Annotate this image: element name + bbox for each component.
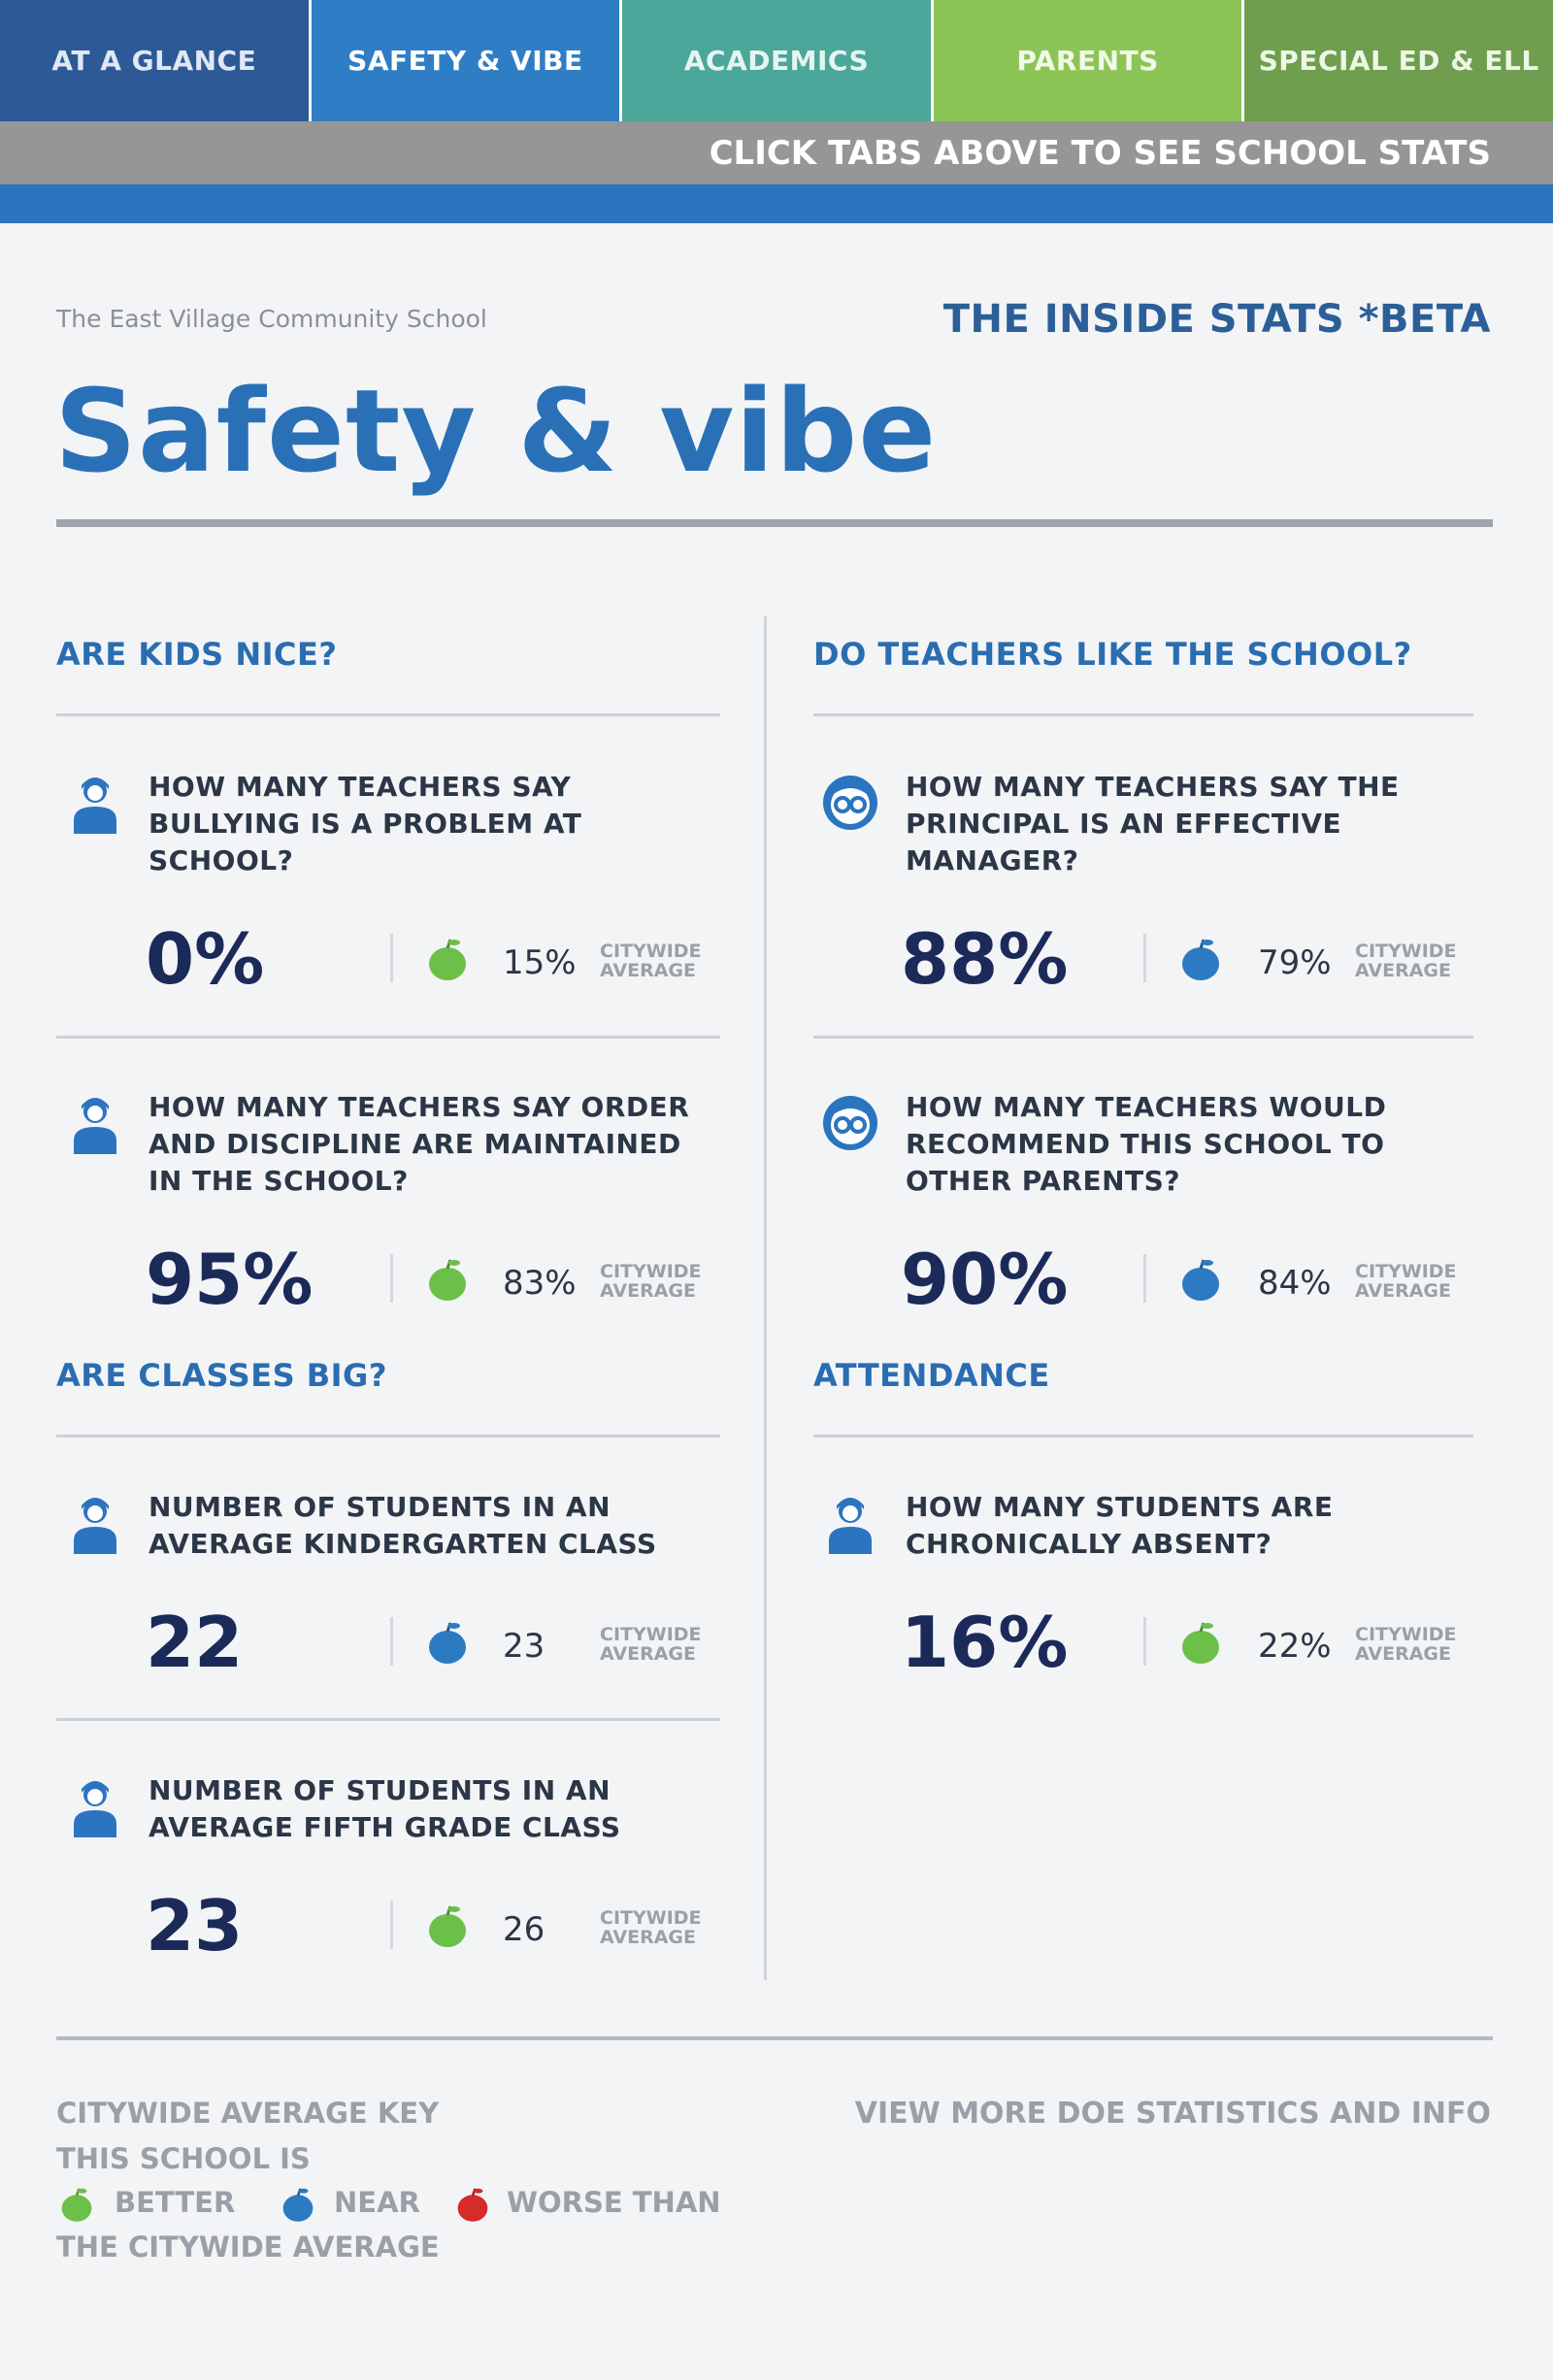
- citywide-value: 23: [503, 1627, 545, 1666]
- section-heading-teachers-like: DO TEACHERS LIKE THE SCHOOL?: [813, 636, 1412, 673]
- citywide-value: 84%: [1258, 1264, 1332, 1303]
- apple-near-icon: [1182, 1259, 1219, 1301]
- citywide-value: 15%: [503, 943, 577, 982]
- stat-question: NUMBER OF STUDENTS IN AN AVERAGE FIFTH G…: [149, 1774, 621, 1843]
- citywide-label: CITYWIDE AVERAGE: [600, 1624, 702, 1665]
- stat-divider: [390, 1617, 393, 1666]
- stat-value: 95%: [146, 1239, 314, 1320]
- stat-value: 90%: [901, 1239, 1069, 1320]
- stat-divider: [390, 1901, 393, 1949]
- teacher-glasses-icon: [823, 776, 877, 830]
- key-item-better: BETTER: [115, 2186, 236, 2219]
- apple-near-icon: [1182, 939, 1219, 980]
- tab-parents[interactable]: PARENTS: [933, 0, 1245, 121]
- stat-value: 88%: [901, 918, 1069, 1000]
- stat-question: HOW MANY TEACHERS SAY THE PRINCIPAL IS A…: [906, 771, 1400, 876]
- stat-divider: [1143, 934, 1146, 982]
- section-rule: [56, 713, 720, 716]
- apple-better-icon: [429, 1259, 466, 1301]
- apple-better-icon: [1182, 1622, 1219, 1664]
- stat-question: HOW MANY STUDENTS ARE CHRONICALLY ABSENT…: [906, 1491, 1334, 1560]
- citywide-value: 79%: [1258, 943, 1332, 982]
- teacher-glasses-icon: [823, 1096, 877, 1150]
- section-heading-classes-big: ARE CLASSES BIG?: [56, 1357, 387, 1394]
- apple-better-icon: [429, 939, 466, 980]
- key-footnote: THE CITYWIDE AVERAGE: [56, 2231, 440, 2264]
- school-name: The East Village Community School: [56, 305, 487, 333]
- section-heading-attendance: ATTENDANCE: [813, 1357, 1050, 1394]
- citywide-label: CITYWIDE AVERAGE: [600, 941, 702, 981]
- stat-question: NUMBER OF STUDENTS IN AN AVERAGE KINDERG…: [149, 1491, 657, 1560]
- student-icon: [74, 1498, 116, 1554]
- stat-rule: [56, 1718, 720, 1721]
- stat-value: 16%: [901, 1602, 1069, 1683]
- section-rule: [813, 1435, 1473, 1438]
- tab-safety-vibe[interactable]: SAFETY & VIBE: [311, 0, 623, 121]
- key-item-worse: WORSE THAN: [507, 2186, 721, 2219]
- stat-question: HOW MANY TEACHERS SAY ORDER AND DISCIPLI…: [149, 1091, 690, 1197]
- stat-rule: [56, 1036, 720, 1039]
- section-rule: [56, 1435, 720, 1438]
- student-icon: [74, 1098, 116, 1154]
- stat-divider: [1143, 1254, 1146, 1303]
- tab-special-ed-ell[interactable]: SPECIAL ED & ELL: [1244, 0, 1553, 121]
- tab-at-a-glance[interactable]: AT A GLANCE: [0, 0, 312, 121]
- title-divider: [56, 519, 1493, 527]
- apple-better-icon: [61, 2188, 92, 2222]
- accent-strip: [0, 184, 1553, 223]
- tab-academics[interactable]: ACADEMICS: [622, 0, 934, 121]
- page-title: Safety & vibe: [54, 364, 938, 498]
- key-item-near: NEAR: [334, 2186, 420, 2219]
- stat-divider: [1143, 1617, 1146, 1666]
- stat-value: 22: [146, 1602, 244, 1683]
- stat-value: 0%: [146, 918, 265, 1000]
- apple-near-icon: [282, 2188, 314, 2222]
- citywide-label: CITYWIDE AVERAGE: [600, 1907, 702, 1948]
- citywide-value: 22%: [1258, 1627, 1332, 1666]
- tab-hint-bar: CLICK TABS ABOVE TO SEE SCHOOL STATS: [0, 121, 1553, 184]
- student-icon: [74, 1781, 116, 1837]
- view-more-statistics-link[interactable]: VIEW MORE DOE STATISTICS AND INFO: [854, 2097, 1491, 2131]
- citywide-label: CITYWIDE AVERAGE: [1355, 941, 1457, 981]
- stat-divider: [390, 934, 393, 982]
- citywide-label: CITYWIDE AVERAGE: [1355, 1261, 1457, 1302]
- stat-rule: [813, 1036, 1473, 1039]
- apple-worse-icon: [457, 2188, 488, 2222]
- citywide-label: CITYWIDE AVERAGE: [1355, 1624, 1457, 1665]
- key-subtitle: THIS SCHOOL IS: [56, 2142, 311, 2175]
- stat-question: HOW MANY TEACHERS WOULD RECOMMEND THIS S…: [906, 1091, 1387, 1197]
- section-rule: [813, 713, 1473, 716]
- citywide-value: 83%: [503, 1264, 577, 1303]
- inside-stats-label: THE INSIDE STATS *BETA: [942, 297, 1491, 342]
- stat-value: 23: [146, 1885, 244, 1967]
- nav-tabs: AT A GLANCE SAFETY & VIBE ACADEMICS PARE…: [0, 0, 1553, 121]
- key-title: CITYWIDE AVERAGE KEY: [56, 2097, 440, 2130]
- citywide-value: 26: [503, 1910, 545, 1949]
- column-divider: [764, 616, 767, 1980]
- footer-divider: [56, 2036, 1493, 2040]
- student-icon: [829, 1498, 872, 1554]
- apple-better-icon: [429, 1905, 466, 1947]
- tab-hint-text: CLICK TABS ABOVE TO SEE SCHOOL STATS: [709, 133, 1491, 173]
- apple-near-icon: [429, 1622, 466, 1664]
- stat-question: HOW MANY TEACHERS SAY BULLYING IS A PROB…: [149, 771, 582, 876]
- student-icon: [74, 777, 116, 834]
- stat-divider: [390, 1254, 393, 1303]
- section-heading-kids-nice: ARE KIDS NICE?: [56, 636, 338, 673]
- citywide-label: CITYWIDE AVERAGE: [600, 1261, 702, 1302]
